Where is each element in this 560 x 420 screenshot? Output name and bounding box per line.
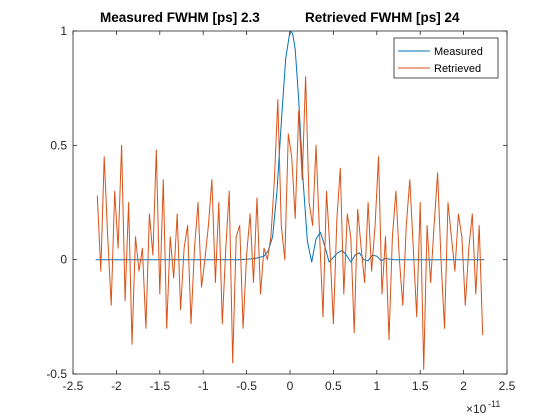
y-tick-label: 0 (60, 253, 67, 267)
x-exponent-base: ×10 (466, 402, 487, 416)
x-exponent-power: -11 (488, 399, 500, 409)
x-tick-label: -2 (111, 379, 122, 393)
plot-area: -2.5 -2 -1.5 -1 -0.5 0 0.5 1 1.5 2 2.5 -0.5 0 0.5 1 (46, 24, 515, 393)
axes-box (73, 31, 507, 374)
y-tick-label: -0.5 (46, 367, 67, 381)
x-tick-label: -0.5 (236, 379, 257, 393)
x-tick-label: 1 (373, 379, 380, 393)
x-tick-label: -1 (198, 379, 209, 393)
y-tick-label: 0.5 (50, 138, 67, 152)
legend-label-retrieved: Retrieved (434, 63, 481, 75)
x-tick-label: -1.5 (149, 379, 170, 393)
y-tick-label: 1 (60, 24, 67, 38)
x-tick-label: 0 (287, 379, 294, 393)
title-retrieved-fwhm: Retrieved FWHM [ps] 24 (305, 10, 460, 25)
x-tick-label: 1.5 (412, 379, 429, 393)
x-tick-label: 0.5 (325, 379, 342, 393)
x-tick-label: 2 (460, 379, 467, 393)
x-tick-label: -2.5 (63, 379, 84, 393)
x-tick-label: 2.5 (499, 379, 516, 393)
legend: Measured Retrieved (394, 38, 498, 78)
title-measured-fwhm: Measured FWHM [ps] 2.3 (100, 10, 260, 25)
legend-label-measured: Measured (434, 46, 483, 58)
